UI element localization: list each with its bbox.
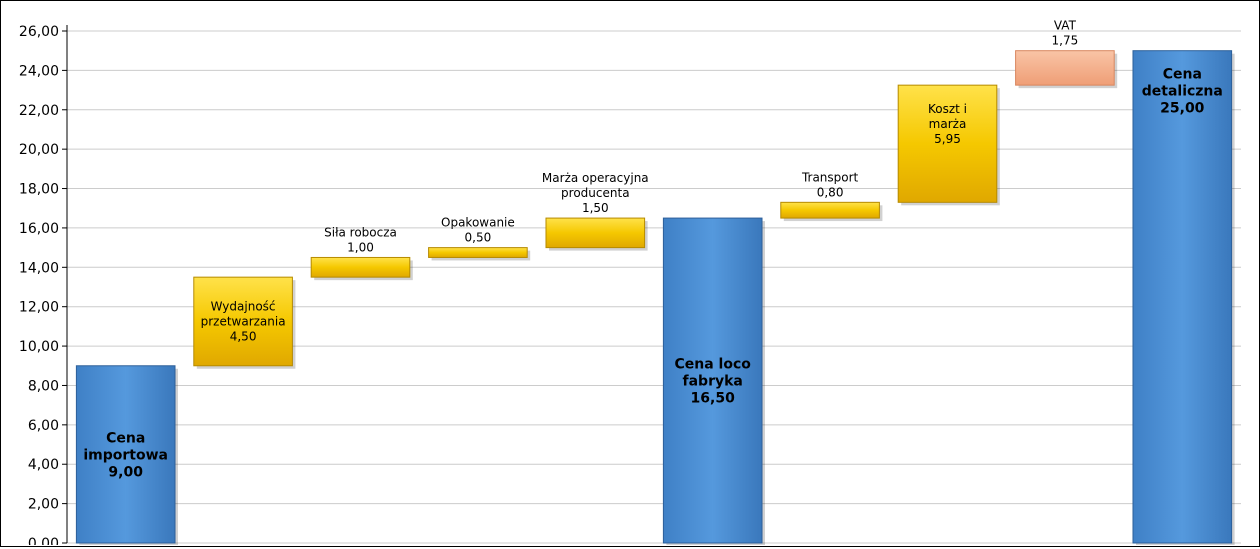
bar-category-label: Wydajność [211,300,276,314]
y-tick-label: 6,00 [28,418,59,434]
y-tick-label: 2,00 [28,497,59,513]
bar-category-label: producenta [561,186,630,200]
y-tick-label: 24,00 [19,63,59,79]
bar-category-label: Siła robocza [324,225,397,239]
bar-6 [662,217,763,544]
bar-value-label: 1,75 [1052,34,1079,48]
y-tick-label: 4,00 [28,457,59,473]
bar-category-label: Koszt i [928,102,967,116]
y-tick-label: 26,00 [19,24,59,40]
bar-value-label: 25,00 [1160,101,1205,117]
y-axis: 0,00 2,00 4,00 6,00 8,00 10,00 12,00 14,00 16,00… [19,24,68,549]
y-tick-label: 14,00 [19,260,59,276]
bar-value-label: 4,50 [230,330,257,344]
bar-category-label: przetwarzania [201,315,286,329]
bar-category-label: Cena loco [674,356,751,372]
y-tick-label: 16,00 [19,221,59,237]
bar-value-label: 9,00 [108,464,143,480]
bar-value-label: 16,50 [691,390,736,406]
bar-5 [545,217,646,249]
bar-category-label: Marża operacyjna [542,171,649,185]
bar-10 [1132,50,1233,544]
bar-category-label: fabryka [683,373,743,389]
bar-category-label: Cena [106,430,145,446]
bar-category-label: Opakowanie [441,216,515,230]
bar-3 [310,256,411,278]
bar-4 [428,247,528,258]
bar-category-label: VAT [1054,19,1077,33]
bar-value-label: 0,80 [817,185,844,199]
bar-8 [897,84,998,203]
bar-7 [780,201,880,219]
bar-category-label: Cena [1163,67,1202,83]
y-tick-label: 0,00 [28,536,59,545]
bar-category-label: Transport [801,170,859,184]
bar-value-label: 0,50 [465,231,492,245]
y-tick-label: 20,00 [19,142,59,158]
bar-category-label: detaliczna [1142,84,1223,100]
bar-9 [1015,50,1115,86]
y-tick-label: 12,00 [19,300,59,316]
y-tick-label: 8,00 [28,378,59,394]
y-tick-label: 10,00 [19,339,59,355]
bar-value-label: 1,00 [347,240,374,254]
bar-value-label: 1,50 [582,201,609,215]
bar-1 [75,365,176,544]
bar-category-label: marża [929,117,967,131]
data-labels: Cenaimportowa9,00Wydajnośćprzetwarzania4… [83,19,1222,481]
y-tick-label: 18,00 [19,182,59,198]
bar-2 [193,276,293,367]
y-tick-label: 22,00 [19,103,59,119]
bar-category-label: importowa [83,447,168,463]
bars [75,50,1235,547]
bar-value-label: 5,95 [934,132,961,146]
